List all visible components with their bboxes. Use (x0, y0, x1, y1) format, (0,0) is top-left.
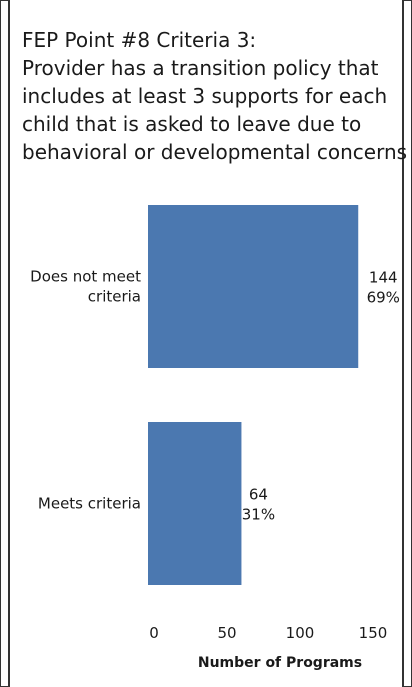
bar-1 (148, 422, 242, 585)
x-tick-label-3: 150 (359, 624, 388, 642)
title-line-4: child that is asked to leave due to (22, 112, 362, 136)
category-label-1-0: Meets criteria (38, 495, 141, 513)
bar-0 (148, 205, 359, 368)
value-label-0: 144 (369, 269, 398, 287)
title-line-1: FEP Point #8 Criteria 3: (22, 28, 257, 52)
value-label-1: 64 (249, 486, 268, 504)
x-axis-title: Number of Programs (198, 655, 362, 671)
x-tick-label-0: 0 (149, 624, 159, 642)
category-label-0-0: Does not meet (30, 268, 141, 286)
percent-label-0: 69% (367, 289, 400, 307)
title-line-3: includes at least 3 supports for each (22, 84, 388, 108)
x-tick-label-2: 100 (286, 624, 315, 642)
x-tick-label-1: 50 (217, 624, 236, 642)
category-label-0-1: criteria (88, 288, 141, 306)
title-line-2: Provider has a transition policy that (22, 56, 379, 80)
title-line-5: behavioral or developmental concerns (22, 140, 408, 164)
chart-title: FEP Point #8 Criteria 3: Provider has a … (22, 26, 408, 166)
percent-label-1: 31% (242, 506, 275, 524)
